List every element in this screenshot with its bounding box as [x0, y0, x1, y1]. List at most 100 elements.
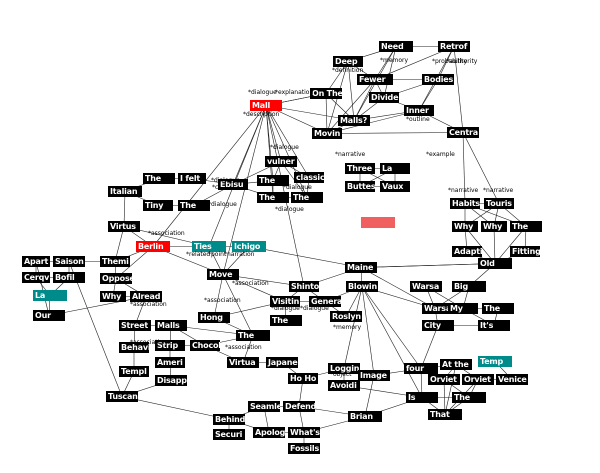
- graph-node-apolog[interactable]: Apolog: [253, 427, 285, 438]
- graph-node-vaux[interactable]: Vaux: [380, 181, 410, 192]
- graph-node-our[interactable]: Our: [33, 310, 65, 321]
- graph-node-mall[interactable]: Mall: [250, 100, 282, 111]
- graph-node-at-the[interactable]: At the: [440, 359, 472, 370]
- graph-node-why-l[interactable]: Why: [100, 291, 126, 302]
- graph-node-ebisu[interactable]: Ebisu: [218, 179, 248, 190]
- graph-node-warsa-2[interactable]: Warsa: [422, 303, 448, 314]
- graph-node-orviet-1[interactable]: Orviet: [428, 374, 460, 385]
- graph-node-movin[interactable]: Movin: [312, 128, 342, 139]
- graph-node-strip[interactable]: Strip: [155, 340, 185, 351]
- graph-node-the-c2[interactable]: The: [257, 192, 289, 203]
- graph-node-virtus[interactable]: Virtus: [108, 221, 140, 232]
- graph-node-brian[interactable]: Brian: [348, 411, 382, 422]
- graph-node-la[interactable]: La: [380, 163, 410, 174]
- graph-node-bodies[interactable]: Bodies: [422, 74, 454, 85]
- graph-node-italian[interactable]: Italian: [108, 186, 142, 197]
- graph-node-vulner[interactable]: vulner: [265, 156, 297, 167]
- graph-node-its[interactable]: It's: [478, 320, 510, 331]
- graph-node-themi[interactable]: Themi: [100, 256, 130, 267]
- graph-node-alread[interactable]: Alread: [130, 291, 162, 302]
- graph-node-japane[interactable]: Japane: [266, 357, 298, 368]
- graph-node-fewer[interactable]: Fewer: [357, 74, 393, 85]
- graph-node-my[interactable]: My: [448, 303, 478, 314]
- graph-node-the-m1[interactable]: The: [270, 315, 302, 326]
- graph-node-three[interactable]: Three: [345, 163, 375, 174]
- graph-node-venice[interactable]: Venice: [496, 374, 528, 385]
- graph-node-fitting[interactable]: Fitting: [510, 246, 540, 257]
- graph-node-old[interactable]: Old: [478, 258, 512, 269]
- graph-node-why-1[interactable]: Why: [452, 221, 478, 232]
- graph-node-malls[interactable]: Malls: [155, 320, 187, 331]
- graph-node-ties[interactable]: Ties: [192, 241, 226, 252]
- graph-node-apart[interactable]: Apart: [22, 256, 50, 267]
- graph-node-move[interactable]: Move: [207, 269, 239, 280]
- graph-node-fossils[interactable]: Fossils: [288, 443, 320, 454]
- graph-node-is[interactable]: Is: [406, 392, 438, 403]
- graph-node-image[interactable]: Image: [358, 370, 390, 381]
- graph-node-orviet-2[interactable]: Orviet: [462, 374, 494, 385]
- graph-node-behavi[interactable]: Behavi: [119, 342, 149, 353]
- graph-node-tuscan[interactable]: Tuscan: [106, 391, 138, 402]
- graph-node-the-r1[interactable]: The: [510, 221, 542, 232]
- graph-node-whats[interactable]: What's: [288, 427, 320, 438]
- graph-node-securi[interactable]: Securi: [213, 429, 245, 440]
- graph-node-ho-ho[interactable]: Ho Ho: [288, 373, 318, 384]
- graph-node-disapp[interactable]: Disapp: [155, 375, 187, 386]
- graph-node-cerqv[interactable]: Cerqv: [22, 272, 50, 283]
- graph-node-inner[interactable]: Inner: [404, 105, 434, 116]
- graph-node-genera[interactable]: Genera: [309, 296, 341, 307]
- graph-node-bofil[interactable]: Bofil: [53, 272, 85, 283]
- graph-node-maine[interactable]: Maine: [345, 262, 377, 273]
- graph-node-saison[interactable]: Saison: [53, 256, 85, 267]
- graph-node-la-teal[interactable]: La: [33, 290, 67, 301]
- graph-node-seamle[interactable]: Seamle: [248, 401, 280, 412]
- graph-node-the-b[interactable]: The: [452, 392, 486, 403]
- graph-node-the-u1[interactable]: The: [143, 173, 175, 184]
- graph-node-shinto[interactable]: Shinto: [289, 281, 319, 292]
- graph-node-deep[interactable]: Deep: [333, 56, 363, 67]
- graph-node-big[interactable]: Big: [452, 281, 486, 292]
- graph-node-habits[interactable]: Habits: [450, 198, 480, 209]
- graph-node-the-r2[interactable]: The: [482, 303, 514, 314]
- graph-node-roslyn[interactable]: Roslyn: [330, 311, 362, 322]
- graph-node-on-the[interactable]: On The: [310, 88, 342, 99]
- graph-node-why-2[interactable]: Why: [481, 221, 507, 232]
- graph-node-malls-q[interactable]: Malls?: [338, 115, 370, 126]
- graph-node-temp[interactable]: Temp: [478, 356, 512, 367]
- graph-node-the-c3[interactable]: The: [291, 192, 323, 203]
- graph-node-pink-node[interactable]: [361, 217, 395, 228]
- graph-node-city[interactable]: City: [422, 320, 454, 331]
- graph-node-the-h[interactable]: The: [236, 330, 270, 341]
- graph-node-need[interactable]: Need: [379, 41, 413, 52]
- graph-node-warsa-1[interactable]: Warsa: [410, 281, 442, 292]
- graph-node-four[interactable]: four: [404, 363, 438, 374]
- graph-node-the-u2[interactable]: The: [178, 200, 210, 211]
- graph-node-retrof[interactable]: Retrof: [438, 41, 470, 52]
- graph-node-hong[interactable]: Hong: [198, 312, 230, 323]
- graph-node-oppose[interactable]: Oppose: [100, 273, 132, 284]
- graph-node-classic[interactable]: classic: [294, 172, 324, 183]
- graph-node-visitin[interactable]: Visitin: [270, 296, 300, 307]
- graph-node-divide[interactable]: Divide: [369, 92, 399, 103]
- graph-node-virtua[interactable]: Virtua: [227, 357, 259, 368]
- graph-node-that[interactable]: That: [428, 409, 462, 420]
- graph-node-ichigo[interactable]: Ichigo: [232, 241, 266, 252]
- graph-node-berlin[interactable]: Berlin: [136, 241, 170, 252]
- graph-node-touris[interactable]: Touris: [484, 198, 514, 209]
- graph-node-defend[interactable]: Defend: [283, 401, 315, 412]
- graph-node-avoidi[interactable]: Avoidi: [328, 380, 360, 391]
- graph-node-chocol[interactable]: Chocol: [190, 340, 220, 351]
- graph-node-loggin[interactable]: Loggin: [328, 363, 360, 374]
- graph-node-tiny[interactable]: Tiny: [143, 200, 173, 211]
- graph-node-centra[interactable]: Centra: [447, 127, 479, 138]
- graph-node-adapti[interactable]: Adapti: [452, 246, 482, 257]
- graph-node-buttes[interactable]: Buttes: [345, 181, 375, 192]
- graph-node-street[interactable]: Street: [119, 320, 151, 331]
- graph-node-ameri[interactable]: Ameri: [155, 357, 185, 368]
- graph-node-i-felt[interactable]: I felt: [178, 173, 206, 184]
- graph-node-templ[interactable]: Templ: [119, 366, 149, 377]
- graph-node-the-c1[interactable]: The: [257, 175, 289, 186]
- graph-node-behind[interactable]: Behind: [213, 414, 245, 425]
